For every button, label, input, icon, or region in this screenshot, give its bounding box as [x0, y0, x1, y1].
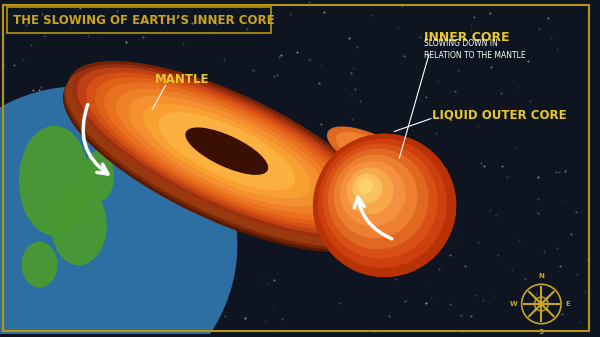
- Ellipse shape: [78, 68, 376, 234]
- Ellipse shape: [319, 140, 446, 267]
- Ellipse shape: [20, 126, 89, 235]
- Ellipse shape: [347, 168, 393, 214]
- Ellipse shape: [52, 186, 106, 265]
- Text: E: E: [565, 301, 570, 307]
- Ellipse shape: [189, 130, 265, 173]
- Ellipse shape: [116, 90, 337, 213]
- Ellipse shape: [341, 162, 405, 225]
- Ellipse shape: [341, 162, 405, 225]
- Ellipse shape: [68, 62, 385, 241]
- Text: INNER CORE: INNER CORE: [424, 31, 509, 44]
- Ellipse shape: [337, 132, 413, 176]
- Ellipse shape: [105, 83, 349, 219]
- Ellipse shape: [84, 151, 113, 201]
- Ellipse shape: [314, 134, 455, 276]
- Ellipse shape: [358, 179, 373, 193]
- Ellipse shape: [328, 149, 428, 249]
- Ellipse shape: [319, 140, 446, 267]
- Text: S: S: [539, 329, 544, 335]
- Ellipse shape: [159, 113, 295, 190]
- Ellipse shape: [129, 96, 325, 206]
- Ellipse shape: [323, 144, 437, 258]
- Ellipse shape: [323, 144, 437, 258]
- Ellipse shape: [66, 67, 383, 246]
- Ellipse shape: [105, 83, 349, 219]
- Ellipse shape: [129, 96, 325, 206]
- Text: SLOWING DOWN IN
RELATION TO THE MANTLE: SLOWING DOWN IN RELATION TO THE MANTLE: [424, 39, 526, 60]
- Ellipse shape: [314, 134, 455, 276]
- Text: MANTLE: MANTLE: [155, 73, 209, 86]
- Ellipse shape: [64, 72, 380, 251]
- Ellipse shape: [186, 128, 268, 174]
- Ellipse shape: [65, 70, 381, 249]
- Ellipse shape: [328, 149, 428, 249]
- Text: N: N: [538, 273, 544, 279]
- Ellipse shape: [193, 132, 261, 170]
- Ellipse shape: [87, 73, 367, 229]
- Ellipse shape: [347, 168, 393, 214]
- Ellipse shape: [22, 242, 56, 287]
- Ellipse shape: [116, 90, 337, 213]
- Ellipse shape: [96, 78, 358, 224]
- Text: LIQUID OUTER CORE: LIQUID OUTER CORE: [432, 108, 566, 121]
- Ellipse shape: [73, 65, 380, 237]
- Ellipse shape: [353, 174, 382, 203]
- Ellipse shape: [334, 155, 417, 238]
- Ellipse shape: [328, 127, 422, 181]
- Ellipse shape: [143, 104, 310, 198]
- Ellipse shape: [358, 179, 373, 193]
- Text: W: W: [510, 301, 518, 307]
- Ellipse shape: [96, 78, 358, 224]
- Ellipse shape: [353, 174, 382, 203]
- Circle shape: [0, 87, 236, 337]
- Text: THE SLOWING OF EARTH’S INNER CORE: THE SLOWING OF EARTH’S INNER CORE: [13, 13, 274, 27]
- Ellipse shape: [159, 113, 295, 190]
- Ellipse shape: [143, 104, 310, 198]
- Ellipse shape: [334, 155, 417, 238]
